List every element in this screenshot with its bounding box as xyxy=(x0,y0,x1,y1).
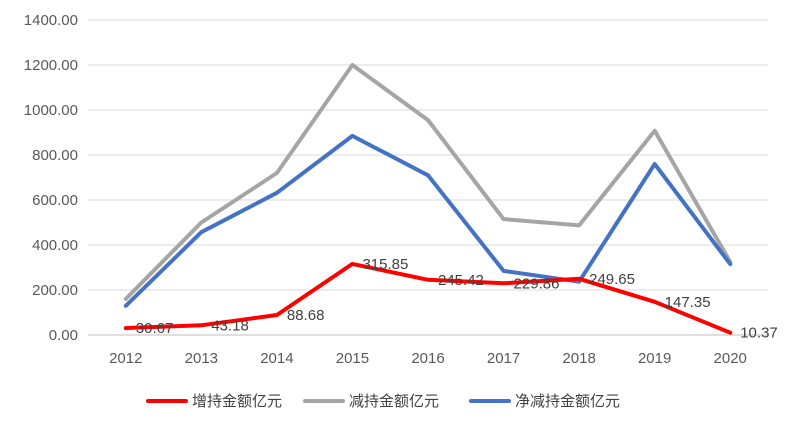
data-label: 229.86 xyxy=(514,275,560,292)
series-line-1 xyxy=(123,63,733,301)
series-line-0 xyxy=(123,261,733,335)
y-tick-label: 1000.00 xyxy=(24,102,78,119)
legend-label: 增持金额亿元 xyxy=(192,392,282,410)
data-label: 147.35 xyxy=(665,294,711,311)
gridlines xyxy=(88,19,768,336)
x-tick-label: 2013 xyxy=(185,350,218,367)
y-tick-label: 800.00 xyxy=(32,147,78,164)
data-label: 249.65 xyxy=(589,271,635,288)
x-axis: 2012 2013 2014 2015 2016 2017 2018 2019 2020 xyxy=(109,350,747,367)
x-tick-label: 2018 xyxy=(562,350,595,367)
x-tick-label: 2019 xyxy=(638,350,671,367)
data-label: 88.68 xyxy=(287,307,325,324)
x-tick-label: 2016 xyxy=(411,350,444,367)
legend: 增持金额亿元 减持金额亿元 净减持金额亿元 xyxy=(146,392,620,410)
series-lines xyxy=(123,63,733,335)
x-tick-label: 2017 xyxy=(487,350,520,367)
y-tick-label: 400.00 xyxy=(32,237,78,254)
data-label: 10.37 xyxy=(740,325,778,342)
y-axis: 0.00 200.00 400.00 600.00 800.00 1000.00 1200.… xyxy=(24,12,78,344)
legend-label: 净减持金额亿元 xyxy=(515,392,620,410)
x-tick-label: 2014 xyxy=(260,350,293,367)
data-labels: 30.67 43.18 88.68 315.85 245.42 229.86 249.65 1… xyxy=(136,256,778,342)
x-tick-label: 2020 xyxy=(714,350,747,367)
legend-label: 减持金额亿元 xyxy=(349,392,439,410)
y-tick-label: 200.00 xyxy=(32,282,78,299)
y-tick-label: 1400.00 xyxy=(24,12,78,29)
series-line-2 xyxy=(123,133,733,308)
y-tick-label: 0.00 xyxy=(49,327,78,344)
data-label: 245.42 xyxy=(438,272,484,289)
y-tick-label: 600.00 xyxy=(32,192,78,209)
y-tick-label: 1200.00 xyxy=(24,57,78,74)
data-label: 30.67 xyxy=(136,320,174,337)
x-tick-label: 2015 xyxy=(336,350,369,367)
x-tick-label: 2012 xyxy=(109,350,142,367)
data-label: 43.18 xyxy=(211,317,249,334)
data-label: 315.85 xyxy=(362,256,408,273)
